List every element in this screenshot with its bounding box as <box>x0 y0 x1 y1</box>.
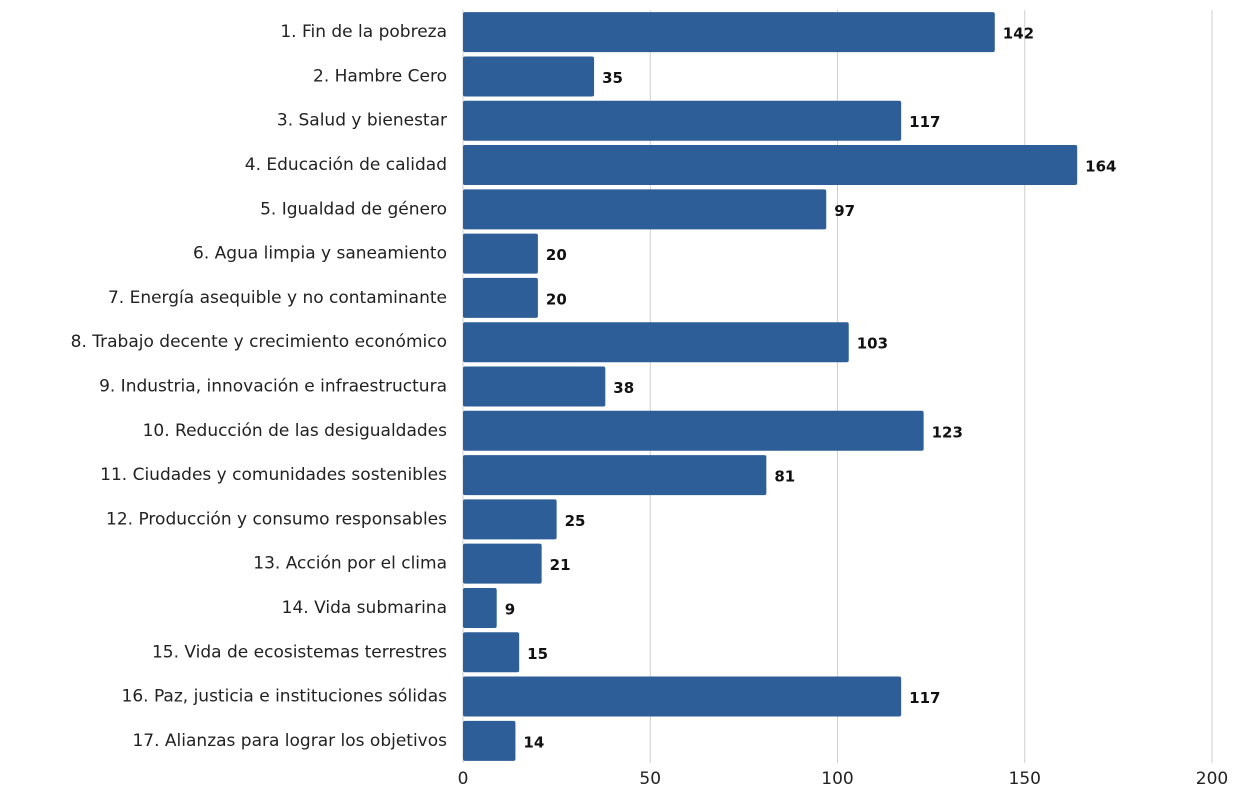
value-label: 117 <box>909 689 940 707</box>
y-tick-label: 16. Paz, justicia e instituciones sólida… <box>122 687 448 707</box>
bar <box>463 499 557 540</box>
value-label: 21 <box>550 556 571 574</box>
bar <box>463 720 516 761</box>
bar <box>463 56 595 97</box>
value-label: 9 <box>505 600 515 618</box>
y-tick-label: 6. Agua limpia y saneamiento <box>193 244 447 264</box>
y-tick-label: 12. Producción y consumo responsables <box>106 509 447 529</box>
bar <box>463 543 542 584</box>
value-label: 142 <box>1003 25 1034 43</box>
x-tick-label: 100 <box>821 769 853 787</box>
value-label: 35 <box>602 69 623 87</box>
bar <box>463 410 924 451</box>
value-label: 20 <box>546 290 567 308</box>
bar <box>463 322 849 363</box>
y-tick-label: 2. Hambre Cero <box>313 66 447 86</box>
y-tick-label: 3. Salud y bienestar <box>277 111 447 131</box>
y-tick-label: 4. Educación de calidad <box>245 155 447 175</box>
value-label: 81 <box>774 468 795 486</box>
y-tick-label: 10. Reducción de las desigualdades <box>143 421 448 441</box>
value-label: 14 <box>523 733 544 751</box>
bar <box>463 587 497 628</box>
bar <box>463 455 767 496</box>
value-label: 38 <box>613 379 634 397</box>
bar <box>463 145 1078 186</box>
bar <box>463 100 902 141</box>
y-tick-label: 9. Industria, innovación e infraestructu… <box>99 377 447 397</box>
y-tick-label: 17. Alianzas para lograr los objetivos <box>132 731 447 751</box>
y-tick-label: 14. Vida submarina <box>282 598 447 618</box>
x-tick-label: 200 <box>1196 769 1228 787</box>
y-tick-label: 1. Fin de la pobreza <box>280 22 447 42</box>
y-tick-label: 15. Vida de ecosistemas terrestres <box>152 642 447 662</box>
value-label: 103 <box>857 335 888 353</box>
value-label: 20 <box>546 246 567 264</box>
bar <box>463 366 606 407</box>
bar <box>463 277 538 318</box>
bar <box>463 233 538 274</box>
bar <box>463 189 827 230</box>
value-label: 164 <box>1085 158 1116 176</box>
x-tick-label: 150 <box>1009 769 1041 787</box>
value-label: 25 <box>565 512 586 530</box>
y-tick-label: 11. Ciudades y comunidades sostenibles <box>100 465 447 485</box>
x-tick-label: 0 <box>458 769 469 787</box>
value-label: 117 <box>909 113 940 131</box>
y-tick-label: 13. Acción por el clima <box>253 554 447 574</box>
x-tick-label: 50 <box>639 769 661 787</box>
value-label: 123 <box>932 423 963 441</box>
y-tick-label: 5. Igualdad de género <box>260 199 447 219</box>
y-tick-label: 8. Trabajo decente y crecimiento económi… <box>71 332 447 352</box>
value-label: 97 <box>834 202 855 220</box>
bar <box>463 632 520 673</box>
bar <box>463 12 995 53</box>
bar <box>463 676 902 717</box>
value-label: 15 <box>527 645 548 663</box>
y-tick-label: 7. Energía asequible y no contaminante <box>108 288 447 308</box>
